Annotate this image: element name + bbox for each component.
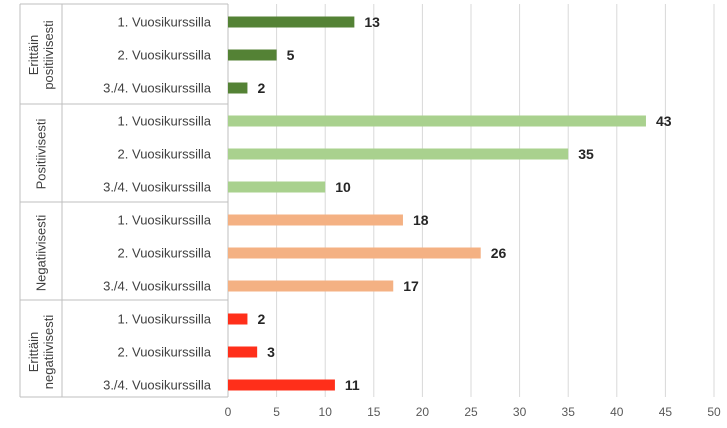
data-label: 5 [287, 47, 295, 63]
bars [228, 16, 646, 391]
data-label: 26 [491, 245, 507, 261]
data-label: 18 [413, 212, 429, 228]
x-tick-label: 15 [367, 405, 381, 419]
x-tick-label: 25 [464, 405, 478, 419]
x-tick-label: 20 [416, 405, 430, 419]
labels: 0 5 10 15 20 25 30 35 40 45 50 13 1. Vuosikurssilla 5… [26, 14, 721, 419]
bar [228, 346, 258, 358]
data-label: 13 [364, 14, 380, 30]
category-label: 3./4. Vuosikurssilla [103, 180, 212, 195]
data-label: 10 [335, 179, 351, 195]
group-label: Negatiivisesti [34, 215, 49, 292]
bar [228, 82, 248, 94]
bar [228, 49, 277, 61]
category-label: 1. Vuosikurssilla [118, 213, 212, 228]
bar [228, 214, 403, 226]
data-label: 35 [578, 146, 594, 162]
group-label-line: Erittäin [26, 35, 41, 75]
data-label: 2 [257, 80, 265, 96]
bar [228, 148, 569, 160]
data-label: 17 [403, 278, 419, 294]
bar [228, 313, 248, 325]
x-tick-label: 40 [610, 405, 624, 419]
bar [228, 280, 394, 292]
x-tick-label: 35 [562, 405, 576, 419]
category-label: 2. Vuosikurssilla [118, 48, 212, 63]
data-label: 3 [267, 344, 275, 360]
bar [228, 115, 646, 127]
bar [228, 16, 355, 28]
group-label-line: positiivisesti [41, 20, 56, 89]
x-tick-label: 50 [707, 405, 721, 419]
x-tick-label: 5 [273, 405, 280, 419]
group-label: Erittäin negatiivisesti [26, 315, 56, 390]
gridlines [276, 4, 715, 397]
x-tick-label: 10 [319, 405, 333, 419]
bar [228, 379, 335, 391]
x-tick-label: 30 [513, 405, 527, 419]
category-label: 3./4. Vuosikurssilla [103, 81, 212, 96]
group-label-line: Positiivisesti [34, 118, 49, 189]
category-label: 3./4. Vuosikurssilla [103, 279, 212, 294]
category-label: 1. Vuosikurssilla [118, 15, 212, 30]
group-label: Positiivisesti [34, 118, 49, 189]
category-label: 1. Vuosikurssilla [118, 114, 212, 129]
x-tick-label: 0 [225, 405, 232, 419]
x-tick-label: 45 [659, 405, 673, 419]
group-label-line: Erittäin [26, 332, 41, 372]
group-label-line: Negatiivisesti [34, 215, 49, 292]
group-label-line: negatiivisesti [41, 315, 56, 390]
data-label: 43 [656, 113, 672, 129]
category-label: 3./4. Vuosikurssilla [103, 378, 212, 393]
group-label: Erittäin positiivisesti [26, 20, 56, 89]
category-label: 2. Vuosikurssilla [118, 147, 212, 162]
data-label: 2 [257, 311, 265, 327]
bar [228, 181, 326, 193]
data-label: 11 [345, 377, 360, 393]
bar [228, 247, 481, 259]
category-axis-frame [19, 3, 229, 398]
category-label: 2. Vuosikurssilla [118, 345, 212, 360]
category-label: 1. Vuosikurssilla [118, 312, 212, 327]
category-label: 2. Vuosikurssilla [118, 246, 212, 261]
